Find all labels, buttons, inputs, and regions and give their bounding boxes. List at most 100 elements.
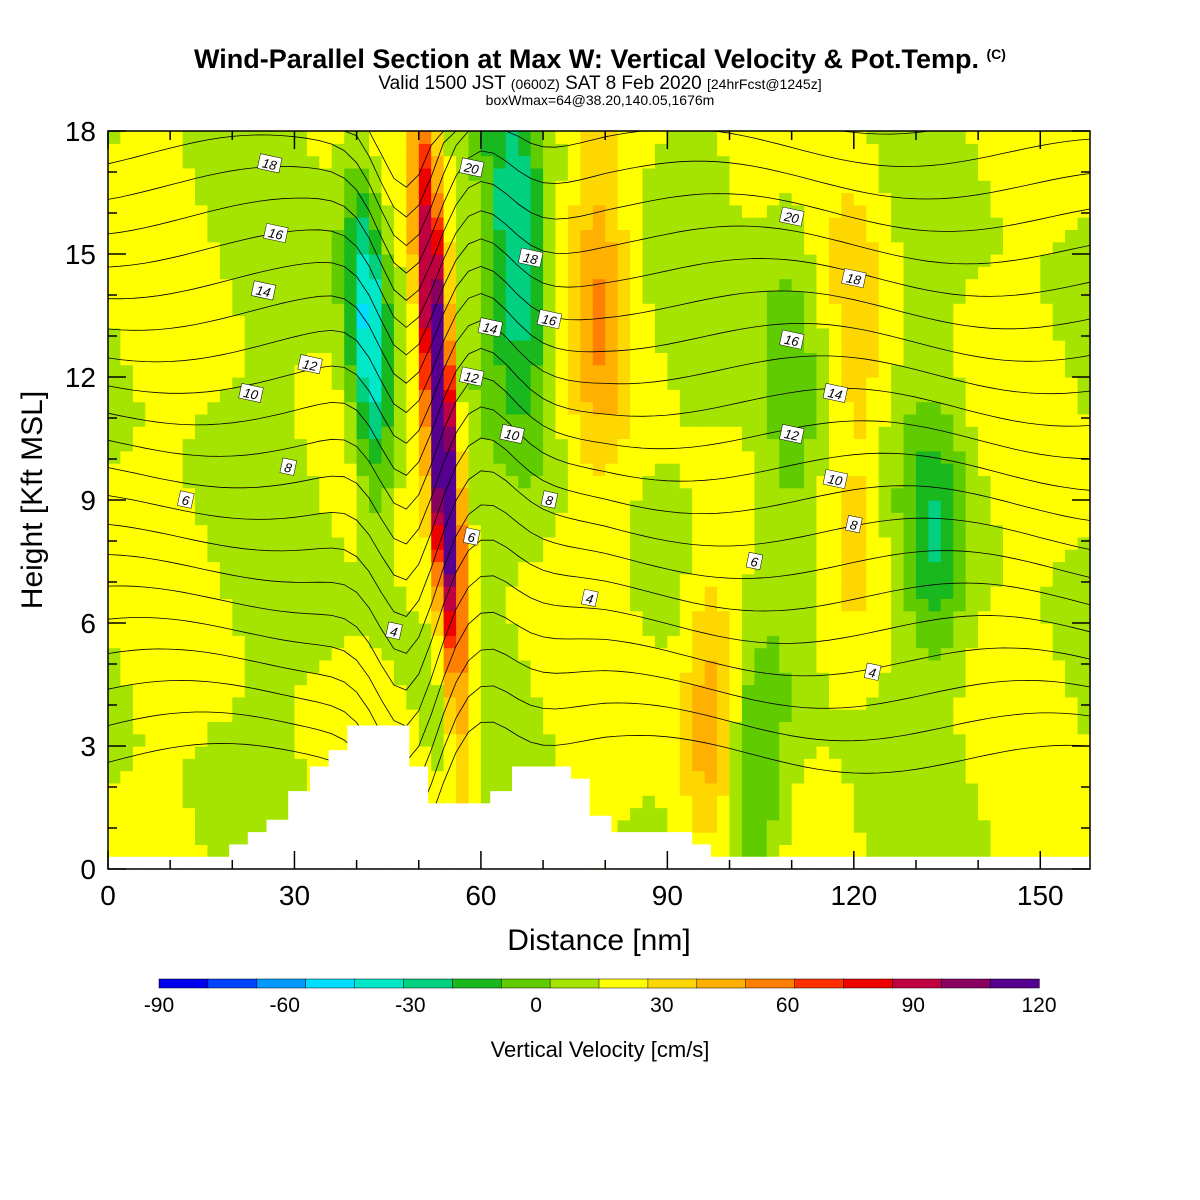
velocity-cell xyxy=(1003,782,1016,796)
velocity-cell xyxy=(779,463,793,476)
velocity-cell xyxy=(1065,524,1079,538)
velocity-cell xyxy=(244,315,258,329)
velocity-cell xyxy=(170,659,184,673)
velocity-cell xyxy=(642,696,656,710)
velocity-cell xyxy=(679,635,693,649)
velocity-cell xyxy=(505,204,519,218)
velocity-cell xyxy=(642,143,656,157)
velocity-cell xyxy=(1015,377,1029,390)
velocity-cell xyxy=(282,709,295,722)
velocity-cell xyxy=(344,586,358,599)
velocity-cell xyxy=(965,795,979,809)
velocity-cell xyxy=(543,180,557,194)
velocity-cell xyxy=(692,758,706,772)
velocity-cell xyxy=(282,352,295,366)
velocity-cell xyxy=(866,623,880,636)
velocity-cell xyxy=(543,192,557,206)
velocity-cell xyxy=(369,672,382,686)
velocity-cell xyxy=(642,586,656,599)
velocity-cell xyxy=(207,303,221,317)
velocity-cell xyxy=(530,487,544,501)
velocity-cell xyxy=(679,377,693,390)
velocity-cell xyxy=(990,155,1004,169)
velocity-cell xyxy=(543,524,557,538)
velocity-cell xyxy=(282,290,295,304)
velocity-cell xyxy=(667,487,681,501)
velocity-cell xyxy=(567,303,581,317)
velocity-cell xyxy=(319,229,333,243)
velocity-cell xyxy=(791,500,805,513)
velocity-cell xyxy=(729,204,743,218)
velocity-cell xyxy=(729,131,743,144)
velocity-cell xyxy=(580,659,594,673)
velocity-cell xyxy=(369,131,382,144)
velocity-cell xyxy=(729,450,743,464)
velocity-cell xyxy=(182,647,196,661)
velocity-cell xyxy=(1027,807,1041,821)
velocity-cell xyxy=(829,561,842,575)
velocity-cell xyxy=(456,573,470,587)
velocity-cell xyxy=(543,204,557,218)
isentrope-label-text: 16 xyxy=(783,332,801,350)
velocity-cell xyxy=(282,143,295,157)
velocity-cell xyxy=(468,500,482,513)
velocity-cell xyxy=(816,610,830,624)
velocity-cell xyxy=(1065,229,1079,243)
velocity-cell xyxy=(543,340,557,353)
velocity-cell xyxy=(182,266,196,280)
velocity-cell xyxy=(816,167,830,181)
velocity-cell xyxy=(816,623,830,636)
velocity-cell xyxy=(592,303,606,317)
velocity-cell xyxy=(170,229,184,243)
velocity-cell xyxy=(406,229,420,243)
velocity-cell xyxy=(853,647,867,661)
velocity-cell xyxy=(543,536,557,550)
velocity-cell xyxy=(393,610,407,624)
velocity-cell xyxy=(356,401,370,415)
velocity-cell xyxy=(456,549,470,563)
velocity-cell xyxy=(928,377,942,390)
velocity-cell xyxy=(903,610,917,624)
velocity-cell xyxy=(145,684,159,698)
velocity-cell xyxy=(369,389,382,403)
velocity-cell xyxy=(791,266,805,280)
velocity-cell xyxy=(257,377,271,390)
velocity-cell xyxy=(518,647,532,661)
velocity-cell xyxy=(567,549,581,563)
velocity-cell xyxy=(630,746,644,759)
velocity-cell xyxy=(120,426,134,440)
velocity-cell xyxy=(1015,770,1029,784)
velocity-cell xyxy=(195,192,208,206)
velocity-cell xyxy=(493,229,507,243)
velocity-cell xyxy=(269,487,283,501)
velocity-cell xyxy=(679,770,693,784)
velocity-cell xyxy=(717,659,731,673)
velocity-cell xyxy=(257,770,271,784)
velocity-cell xyxy=(916,143,929,157)
velocity-cell xyxy=(282,598,295,612)
velocity-cell xyxy=(344,254,358,267)
velocity-cell xyxy=(667,586,681,599)
velocity-cell xyxy=(493,512,507,526)
velocity-cell xyxy=(679,438,693,452)
velocity-cell xyxy=(592,413,606,427)
velocity-cell xyxy=(555,450,569,464)
velocity-cell xyxy=(791,844,805,858)
velocity-cell xyxy=(1040,254,1054,267)
velocity-cell xyxy=(741,770,755,784)
velocity-cell xyxy=(195,647,208,661)
velocity-cell xyxy=(195,623,208,636)
velocity-cell xyxy=(480,143,494,157)
isentrope-label: 12 xyxy=(779,423,805,444)
velocity-cell xyxy=(232,659,246,673)
velocity-cell xyxy=(916,832,929,845)
velocity-cell xyxy=(916,266,929,280)
velocity-cell xyxy=(356,364,370,378)
velocity-cell xyxy=(816,549,830,563)
velocity-cell xyxy=(1065,377,1079,390)
velocity-cell xyxy=(219,389,233,403)
velocity-cell xyxy=(195,672,208,686)
velocity-cell xyxy=(804,254,818,267)
velocity-cell xyxy=(953,426,967,440)
velocity-cell xyxy=(816,512,830,526)
